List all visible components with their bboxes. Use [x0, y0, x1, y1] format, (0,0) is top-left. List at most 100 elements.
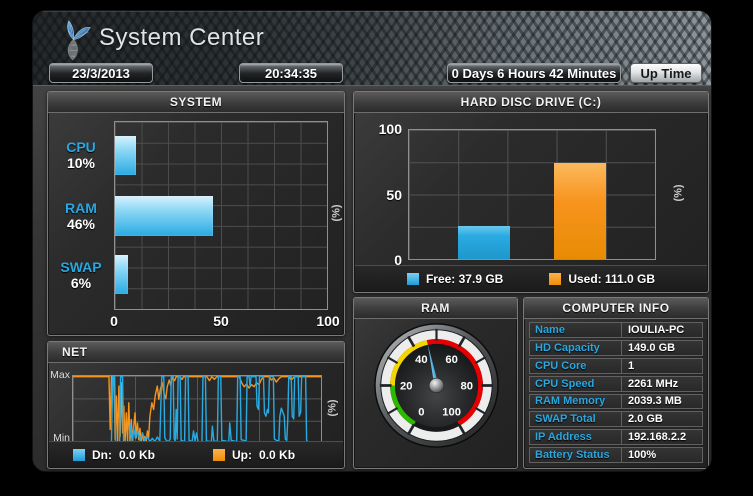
info-value-hd-capacity: 149.0 GB — [628, 341, 676, 354]
swap-usage-bar — [115, 254, 128, 295]
system-chart-plot — [114, 121, 328, 310]
ram-gauge-needle — [427, 343, 440, 389]
swap-label-group: SWAP 6% — [50, 255, 112, 295]
info-value-cpu-speed: 2261 MHz — [628, 377, 679, 390]
net-max-label: Max — [50, 369, 70, 381]
y-tick-100: 100 — [378, 121, 402, 137]
time-display: 20:34:35 — [239, 63, 343, 83]
hdd-legend-used: Used: 111.0 GB — [549, 272, 655, 286]
info-value-battery-status: 100% — [628, 449, 657, 462]
down-legend-value: 0.0 Kb — [119, 447, 156, 462]
info-label-cpu-core: CPU Core — [530, 358, 622, 373]
x-tick-50: 50 — [213, 313, 229, 329]
svg-text:60: 60 — [445, 354, 457, 366]
table-row: RAM Memory 2039.3 MB — [529, 393, 703, 410]
svg-text:100: 100 — [442, 407, 461, 419]
hdd-free-bar — [458, 226, 510, 259]
table-row: Battery Status 100% — [529, 447, 703, 463]
swap-percent: 6% — [70, 275, 92, 292]
used-swatch-icon — [549, 272, 562, 285]
free-swatch-icon — [406, 272, 419, 285]
gauge-hub — [428, 377, 445, 394]
net-legend-up: Up: 0.0 Kb — [213, 448, 295, 462]
info-value-ip-address: 192.168.2.2 — [628, 431, 687, 444]
dashboard-content: SYSTEM CPU 10% RAM 46% SWAP 6% — [33, 85, 711, 471]
info-label-swap-total: SWAP Total — [530, 412, 622, 427]
svg-text:80: 80 — [461, 380, 473, 392]
net-line-chart — [73, 376, 321, 443]
ram-gauge-panel: RAM — [353, 297, 518, 469]
hdd-panel: HARD DISC DRIVE (C:) 100 50 0 (%) Free: … — [353, 91, 709, 293]
uptime-button[interactable]: Up Time — [630, 63, 702, 83]
used-legend-text: Used: 111.0 GB — [568, 271, 656, 286]
svg-text:0: 0 — [418, 407, 424, 419]
info-label-name: Name — [530, 323, 622, 337]
date-display: 23/3/2013 — [49, 63, 153, 83]
up-legend-name: Up: — [232, 447, 253, 462]
hdd-y-axis: 100 50 0 — [360, 121, 402, 268]
net-legend-down: Dn: 0.0 Kb — [73, 448, 155, 462]
x-tick-100: 100 — [316, 313, 340, 329]
computer-info-panel: COMPUTER INFO Name IOULIA-PC HD Capacity… — [523, 297, 709, 469]
hdd-legend: Free: 37.9 GB Used: 111.0 GB — [355, 265, 707, 291]
ram-gauge: 0 20 40 60 80 100 — [374, 323, 499, 448]
computer-info-title: COMPUTER INFO — [524, 298, 708, 319]
y-tick-0: 0 — [394, 252, 402, 268]
net-percent-axis-label: (%) — [326, 399, 339, 417]
up-legend-value: 0.0 Kb — [259, 447, 296, 462]
gauge-color-zones — [390, 339, 483, 426]
info-value-cpu-core: 1 — [628, 359, 635, 372]
cpu-usage-bar — [115, 135, 137, 176]
info-label-ip-address: IP Address — [530, 430, 622, 445]
table-row: CPU Speed 2261 MHz — [529, 375, 703, 392]
app-header: System Center 23/3/2013 20:34:35 0 Days … — [33, 11, 711, 86]
y-tick-50: 50 — [386, 186, 402, 203]
svg-text:20: 20 — [400, 380, 412, 392]
net-legend: Dn: 0.0 Kb Up: 0.0 Kb — [49, 441, 343, 467]
computer-info-table: Name IOULIA-PC HD Capacity 149.0 GB CPU … — [529, 322, 703, 463]
system-category-labels: CPU 10% RAM 46% SWAP 6% — [50, 121, 112, 310]
ram-label: RAM — [65, 200, 97, 217]
hdd-used-bar — [554, 162, 606, 259]
system-center-window: System Center 23/3/2013 20:34:35 0 Days … — [32, 10, 712, 472]
svg-text:40: 40 — [415, 354, 427, 366]
net-chart-plot — [72, 375, 322, 444]
info-value-ram-memory: 2039.3 MB — [628, 395, 682, 408]
ram-usage-bar — [115, 196, 213, 236]
hdd-legend-free: Free: 37.9 GB — [406, 271, 504, 286]
cpu-label-group: CPU 10% — [50, 135, 112, 175]
uptime-display: 0 Days 6 Hours 42 Minutes — [447, 63, 621, 83]
up-traffic-line — [73, 377, 321, 442]
down-legend-name: Dn: — [92, 447, 112, 462]
info-label-cpu-speed: CPU Speed — [530, 376, 622, 391]
table-row: Name IOULIA-PC — [529, 322, 703, 338]
x-tick-0: 0 — [110, 313, 118, 329]
hdd-panel-title: HARD DISC DRIVE (C:) — [354, 92, 708, 113]
system-percent-axis-label: (%) — [330, 204, 343, 222]
info-label-ram-memory: RAM Memory — [530, 394, 622, 409]
swap-label: SWAP — [60, 259, 102, 276]
info-label-battery-status: Battery Status — [530, 448, 622, 462]
info-label-hd-capacity: HD Capacity — [530, 340, 622, 355]
system-center-logo-icon — [67, 20, 91, 61]
cpu-percent: 10% — [66, 155, 96, 172]
hdd-chart-plot — [408, 129, 656, 260]
cpu-label: CPU — [66, 139, 96, 156]
table-row: HD Capacity 149.0 GB — [529, 339, 703, 356]
hdd-percent-axis-label: (%) — [672, 184, 685, 202]
gauge-ticks: 0 20 40 60 80 100 — [379, 328, 494, 436]
ram-label-group: RAM 46% — [50, 196, 112, 236]
net-panel-title: NET — [48, 342, 344, 363]
table-row: SWAP Total 2.0 GB — [529, 411, 703, 428]
free-legend-text: Free: 37.9 GB — [425, 271, 504, 286]
system-panel-title: SYSTEM — [48, 92, 344, 113]
ram-percent: 46% — [66, 216, 96, 233]
table-row: IP Address 192.168.2.2 — [529, 429, 703, 446]
system-panel: SYSTEM CPU 10% RAM 46% SWAP 6% — [47, 91, 345, 336]
app-title: System Center — [99, 24, 265, 51]
net-panel: NET Max Min (%) Dn: 0.0 Kb Up: 0 — [47, 341, 345, 469]
system-x-axis: 0 50 100 — [110, 313, 340, 331]
down-swatch-icon — [73, 448, 85, 461]
info-value-swap-total: 2.0 GB — [628, 413, 663, 426]
table-row: CPU Core 1 — [529, 357, 703, 374]
